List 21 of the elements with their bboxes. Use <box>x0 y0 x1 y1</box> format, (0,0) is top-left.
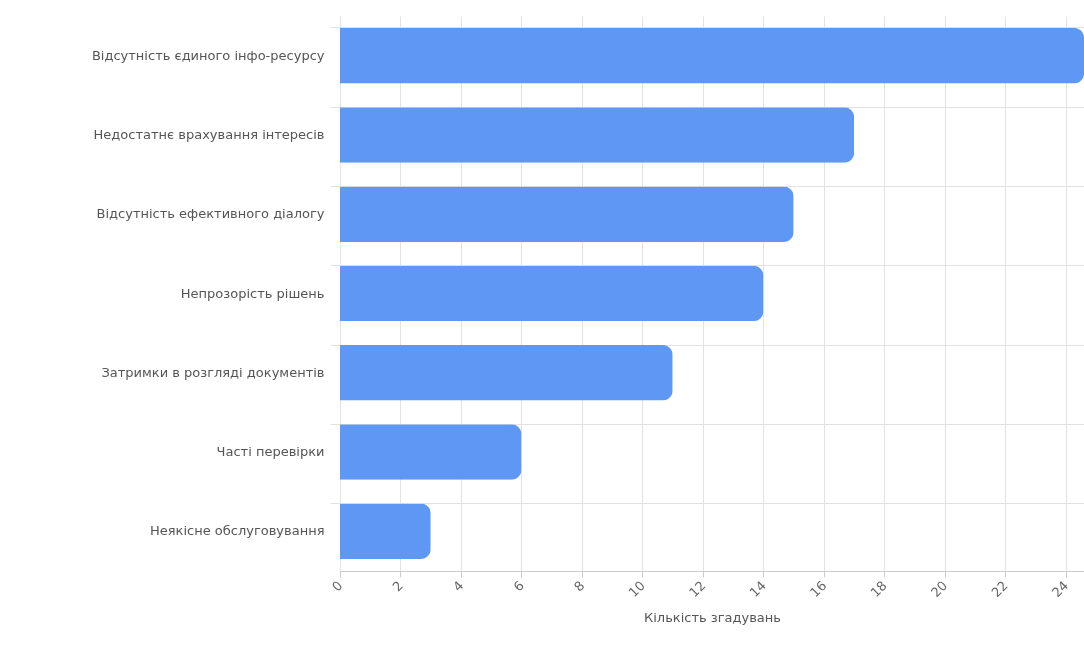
y-tick-label: Відсутність єдиного інфо-ресурсу <box>91 47 325 63</box>
y-tick-label: Неякісне обслуговування <box>149 523 325 539</box>
x-tick-label: 24 <box>1049 577 1072 601</box>
x-tick-label: 16 <box>807 577 830 601</box>
y-tick-label: Часті перевірки <box>216 444 325 460</box>
x-tick-label: 10 <box>625 577 648 601</box>
x-tick-label: 6 <box>510 577 527 595</box>
x-tick-label: 12 <box>686 577 709 601</box>
x-tick-label: 8 <box>570 577 588 595</box>
x-tick-label: 20 <box>928 577 951 601</box>
y-tick-label: Затримки в розгляді документів <box>101 364 325 380</box>
x-tick-label: 2 <box>389 577 406 595</box>
x-tick-label: 0 <box>328 577 346 595</box>
x-axis-title: Кількість згадувань <box>644 610 781 626</box>
y-tick-label: Відсутність ефективного діалогу <box>96 206 325 222</box>
y-tick-label: Недостатнє врахування інтересів <box>93 126 325 142</box>
x-tick-label: 22 <box>988 577 1011 601</box>
x-tick-label: 4 <box>449 577 467 595</box>
y-tick-label: Непрозорість рішень <box>180 285 325 301</box>
x-tick-label: 18 <box>867 577 890 601</box>
x-tick-label: 14 <box>746 577 769 601</box>
